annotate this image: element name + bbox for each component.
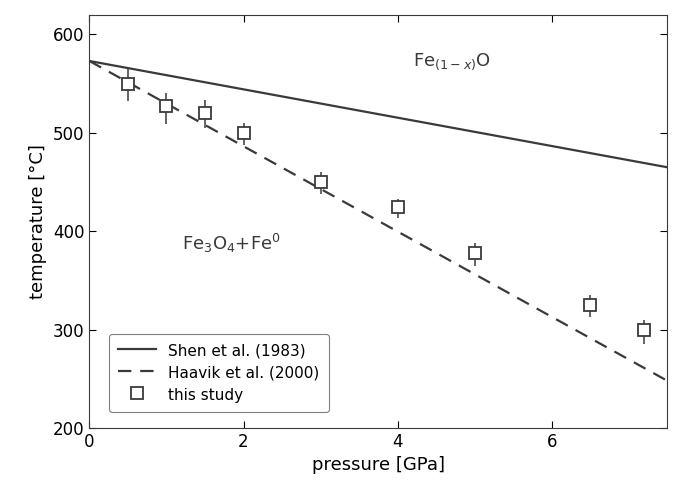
Text: Fe$_3$O$_4$+Fe$^0$: Fe$_3$O$_4$+Fe$^0$ [182,232,281,254]
this study [124,81,132,87]
this study [471,250,479,256]
Line: this study: this study [122,77,650,336]
this study [316,179,325,185]
Y-axis label: temperature [°C]: temperature [°C] [30,144,47,299]
this study [640,327,648,333]
Legend: Shen et al. (1983), Haavik et al. (2000), this study: Shen et al. (1983), Haavik et al. (2000)… [109,334,329,412]
this study [239,130,248,136]
this study [394,204,402,210]
this study [586,302,594,308]
X-axis label: pressure [GPa]: pressure [GPa] [312,457,445,474]
this study [162,103,171,109]
Text: Fe$_{(1-x)}$O: Fe$_{(1-x)}$O [413,52,491,72]
this study [201,110,209,116]
